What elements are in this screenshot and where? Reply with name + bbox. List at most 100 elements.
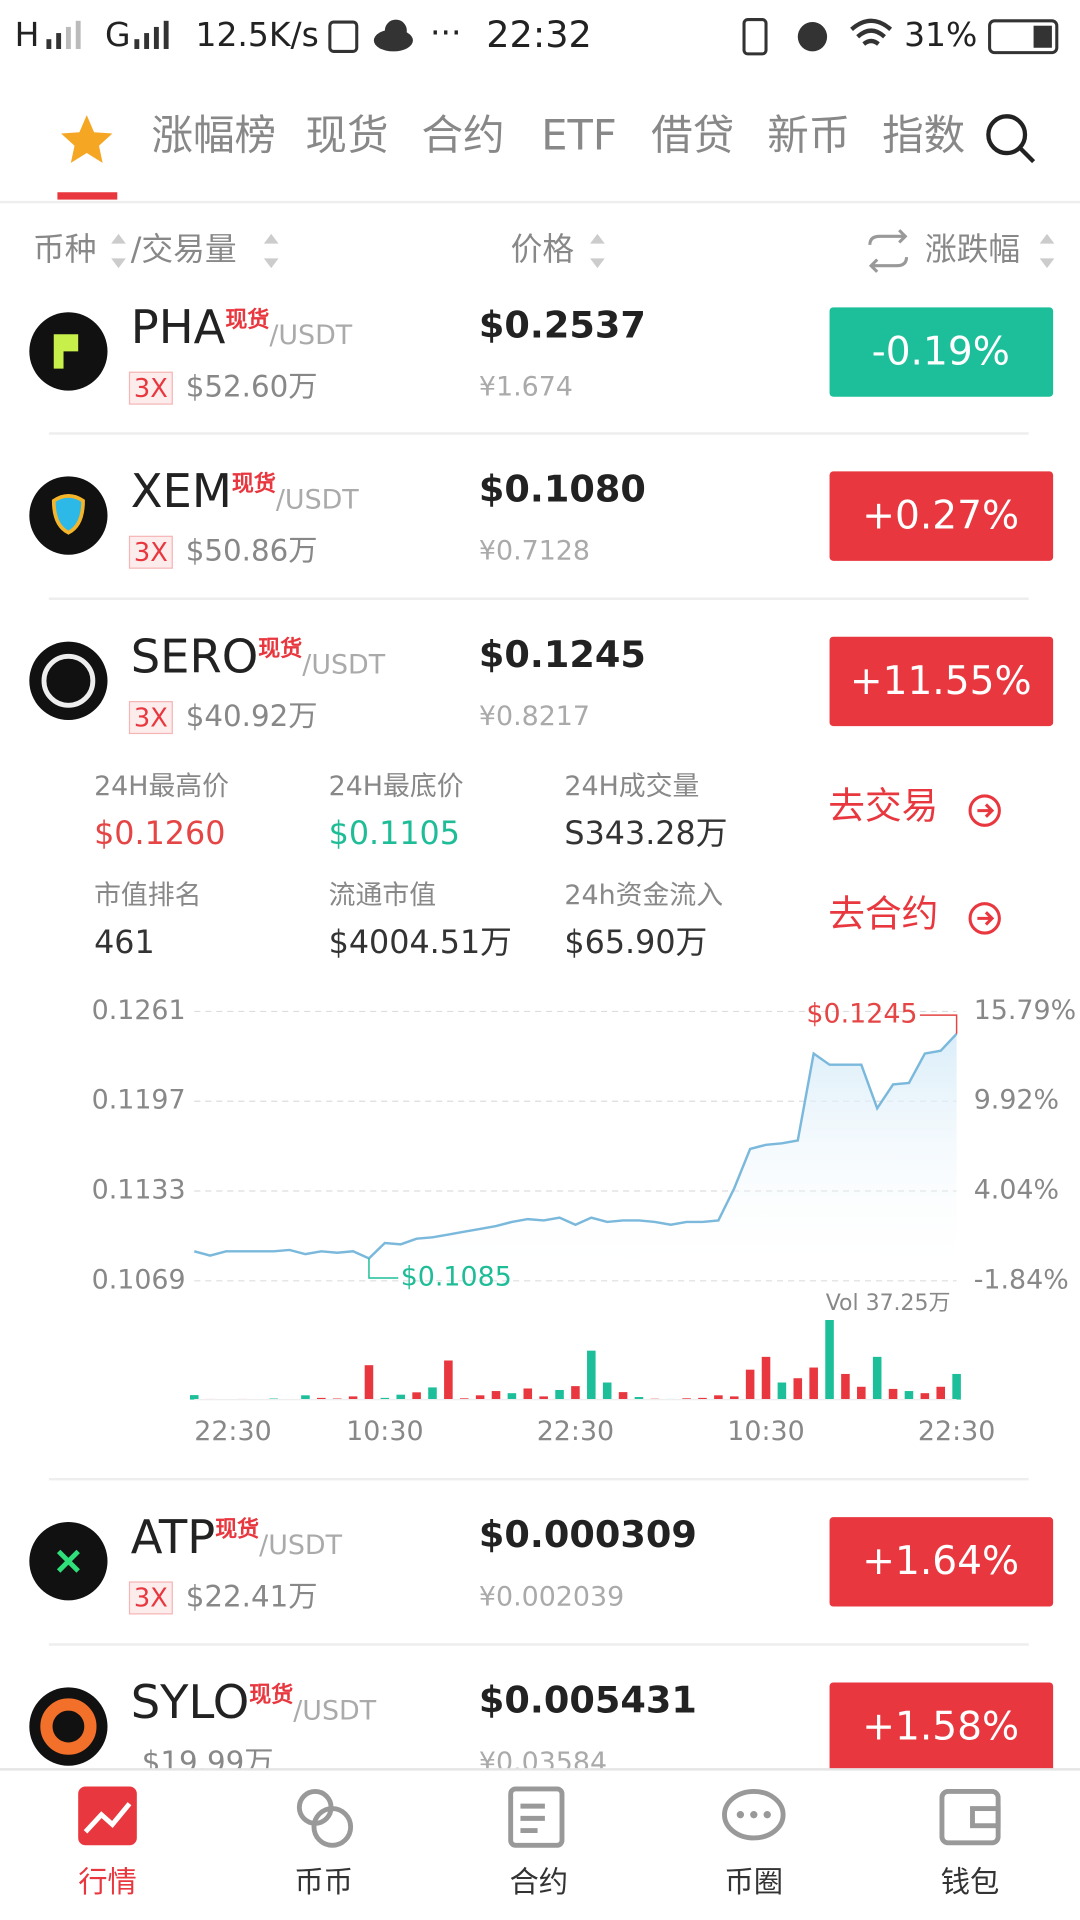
- tab[interactable]: 借贷: [651, 110, 734, 159]
- search-button[interactable]: [986, 114, 1028, 156]
- action-link[interactable]: 去交易: [828, 785, 938, 828]
- stat-label: 24h资金流入: [564, 880, 723, 911]
- coin-symbol: ATP: [131, 1510, 215, 1564]
- leverage: 3X: [134, 1584, 168, 1614]
- toggle-icon[interactable]: [868, 229, 909, 273]
- stat-label: 流通市值: [329, 880, 436, 911]
- stat-value: $0.1105: [329, 815, 460, 852]
- stat-value: $0.1260: [94, 815, 225, 852]
- market-row[interactable]: SYLO 现货/USDT$19.99万$0.005431¥0.03584+1.58…: [29, 1675, 1054, 1779]
- tab[interactable]: ETF: [541, 110, 617, 159]
- clock: 22:32: [486, 13, 592, 56]
- volume: $22.41万: [186, 1579, 318, 1613]
- coin-logo-mark: [56, 1549, 80, 1573]
- nav-label[interactable]: 合约: [509, 1865, 568, 1899]
- market-row[interactable]: SERO 现货/USDT 3X $40.92万 $0.1245 ¥0.8217 +11.55…: [29, 629, 1054, 735]
- coin-logo-mark: [51, 494, 85, 535]
- volume-bar: [888, 1388, 898, 1400]
- nav-label[interactable]: 币圈: [724, 1865, 783, 1899]
- volume-bar: [539, 1396, 548, 1400]
- action-link[interactable]: 去合约: [828, 892, 938, 935]
- volume-bar: [841, 1373, 850, 1400]
- market-tag: 现货: [258, 636, 302, 662]
- volume-bar: [412, 1392, 421, 1400]
- volume-bar: [317, 1397, 326, 1400]
- quote-currency: /USDT: [259, 1530, 342, 1561]
- price: $0.1245: [479, 633, 646, 676]
- y-tick-label: 0.1069: [92, 1264, 186, 1295]
- coin-symbol: PHA: [131, 300, 226, 354]
- change-header[interactable]: 涨跌幅: [925, 231, 1020, 268]
- tab[interactable]: 现货: [305, 110, 388, 159]
- volume-bar: [698, 1397, 707, 1400]
- volume-bar: [348, 1396, 358, 1400]
- volume-bar: [587, 1350, 596, 1400]
- coin-logo-mark: [41, 653, 96, 708]
- coin-header[interactable]: 币种: [33, 231, 97, 268]
- annotation: $0.1245: [806, 999, 917, 1030]
- change-button[interactable]: [829, 1682, 1054, 1772]
- tab[interactable]: 指数: [882, 110, 965, 159]
- leverage-badge: [128, 535, 173, 569]
- x-tick-label: 10:30: [727, 1416, 804, 1447]
- change: -0.19%: [872, 329, 1010, 374]
- annotation-leader: [919, 1014, 958, 1034]
- volume-bar: [857, 1386, 866, 1400]
- tab[interactable]: 涨幅榜: [151, 110, 276, 159]
- nav-label[interactable]: 行情: [78, 1865, 137, 1899]
- change-button[interactable]: [829, 307, 1054, 397]
- volume-bar: [428, 1387, 437, 1400]
- volume-bar: [825, 1320, 834, 1400]
- leverage: 3X: [134, 538, 168, 568]
- quote-currency: /USDT: [293, 1695, 376, 1726]
- favorites-tab[interactable]: [61, 115, 113, 163]
- action-arrow: [968, 794, 1001, 827]
- price: $0.2537: [479, 303, 646, 346]
- volume-bar: [555, 1389, 564, 1400]
- stat-value: S343.28万: [564, 815, 727, 852]
- battery-icon: [988, 19, 1059, 55]
- volume-bar: [952, 1373, 961, 1400]
- change: +11.55%: [850, 659, 1032, 704]
- leverage-badge: [128, 701, 173, 735]
- price-header[interactable]: 价格: [511, 231, 575, 268]
- volume-header[interactable]: /交易量: [131, 231, 237, 268]
- community-icon: [722, 1788, 786, 1841]
- market-row[interactable]: ATP 现货/USDT 3X $22.41万 $0.000309 ¥0.002039 +1.…: [29, 1510, 1054, 1615]
- tab[interactable]: 新币: [767, 110, 850, 159]
- tab[interactable]: 合约: [421, 110, 504, 159]
- leverage-badge: [128, 1581, 173, 1615]
- change-button[interactable]: [829, 1517, 1054, 1607]
- market-icon: [78, 1786, 137, 1846]
- change-button[interactable]: [829, 471, 1054, 561]
- stat-label: 24H最高价: [94, 771, 229, 802]
- quote-currency: /USDT: [276, 484, 359, 515]
- market-tag: 现货: [232, 471, 276, 497]
- volume: $50.86万: [186, 534, 318, 568]
- change: +1.64%: [862, 1539, 1019, 1584]
- network: G: [105, 15, 131, 54]
- market-row[interactable]: PHA 现货/USDT 3X $52.60万 $0.2537 ¥1.674 -0.19%: [29, 300, 1054, 405]
- x-tick-label: 22:30: [537, 1416, 614, 1447]
- volume-bar: [936, 1386, 946, 1400]
- price: $0.000309: [479, 1513, 697, 1556]
- nav-label[interactable]: 钱包: [941, 1865, 1000, 1899]
- volume-bar: [396, 1394, 406, 1400]
- cny-price: ¥1.674: [479, 372, 573, 403]
- market-row[interactable]: XEM 现货/USDT 3X $50.86万 $0.1080 ¥0.7128 +0.27%: [29, 464, 1054, 569]
- cny-price: ¥0.002039: [479, 1581, 624, 1612]
- nav-label[interactable]: 币币: [294, 1865, 353, 1899]
- leverage: 3X: [134, 703, 168, 733]
- y2-tick-label: -1.84%: [974, 1264, 1069, 1295]
- volume-bar: [904, 1391, 914, 1400]
- y2-tick-label: 4.04%: [974, 1174, 1059, 1205]
- change-button[interactable]: [829, 636, 1054, 727]
- volume: $52.60万: [186, 370, 318, 404]
- price: $0.1080: [479, 467, 646, 510]
- coin-detail: 24H最高价 $0.1260 24H最底价 $0.1105 24H成交量 S343.28万…: [94, 771, 1001, 961]
- stat-value: $4004.51万: [329, 924, 512, 961]
- battery-level: 31%: [904, 15, 977, 54]
